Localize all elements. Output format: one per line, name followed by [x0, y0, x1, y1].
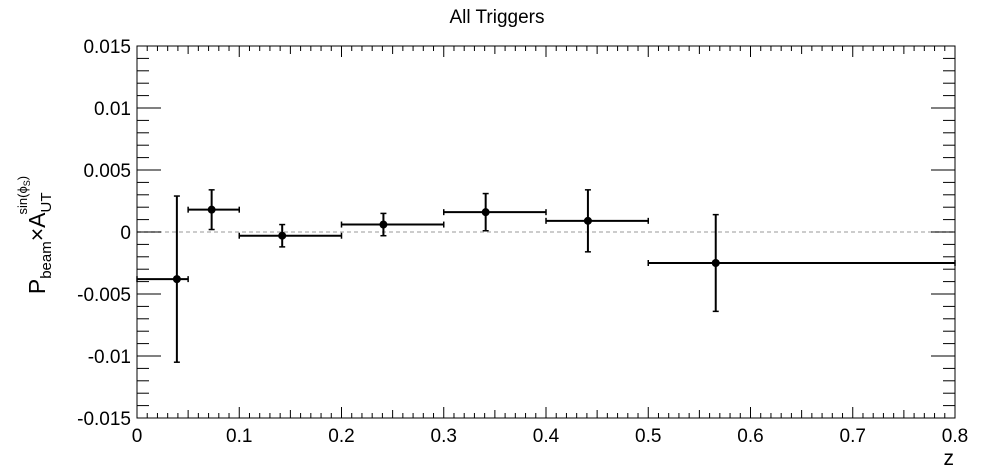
y-tick-label: -0.005	[77, 285, 131, 306]
y-tick-label: 0	[120, 223, 131, 244]
y-tick-label: 0.005	[83, 161, 131, 182]
y-axis-title-main-sup: sin(ϕ	[15, 186, 30, 214]
x-tick-label: 0.3	[431, 426, 457, 447]
y-tick-label: 0.015	[83, 37, 131, 58]
y-axis-title: Pbeam×AUT sin(ϕS)	[15, 176, 55, 294]
x-tick-label: 0	[132, 426, 143, 447]
plot-frame	[136, 45, 956, 419]
x-tick-label: 0.2	[328, 426, 354, 447]
y-axis-title-times: ×	[24, 228, 50, 241]
y-axis-title-main-sup-close: )	[15, 176, 30, 180]
chart-title: All Triggers	[449, 7, 544, 28]
data-point	[583, 216, 592, 225]
x-tick-label: 0.7	[840, 426, 866, 447]
data-point	[172, 275, 181, 284]
svg-text:Pbeam×AUTsin(ϕS): Pbeam×AUT sin(ϕS)	[15, 176, 55, 294]
x-axis-title: z	[944, 447, 955, 470]
data-point	[711, 259, 720, 267]
y-axis-title-main-sub: UT	[38, 192, 55, 212]
x-tick-label: 0.1	[226, 426, 252, 447]
data-point	[278, 231, 287, 240]
y-axis-title-main-sup-sub: S	[22, 180, 32, 186]
x-tick-label: 0.5	[635, 426, 661, 447]
x-tick-label: 0.6	[737, 426, 763, 447]
data-point	[481, 208, 490, 217]
x-tick-label: 0.8	[942, 426, 968, 447]
y-tick-label: -0.015	[77, 409, 131, 430]
y-tick-label: -0.01	[88, 347, 131, 368]
data-point	[207, 205, 216, 214]
data-point	[379, 220, 388, 229]
y-axis-title-main: A	[24, 212, 50, 228]
y-tick-label: 0.01	[94, 99, 131, 120]
y-axis-title-base-sub: beam	[38, 241, 55, 279]
x-tick-label: 0.4	[533, 426, 560, 447]
y-axis-title-base: P	[24, 279, 50, 294]
